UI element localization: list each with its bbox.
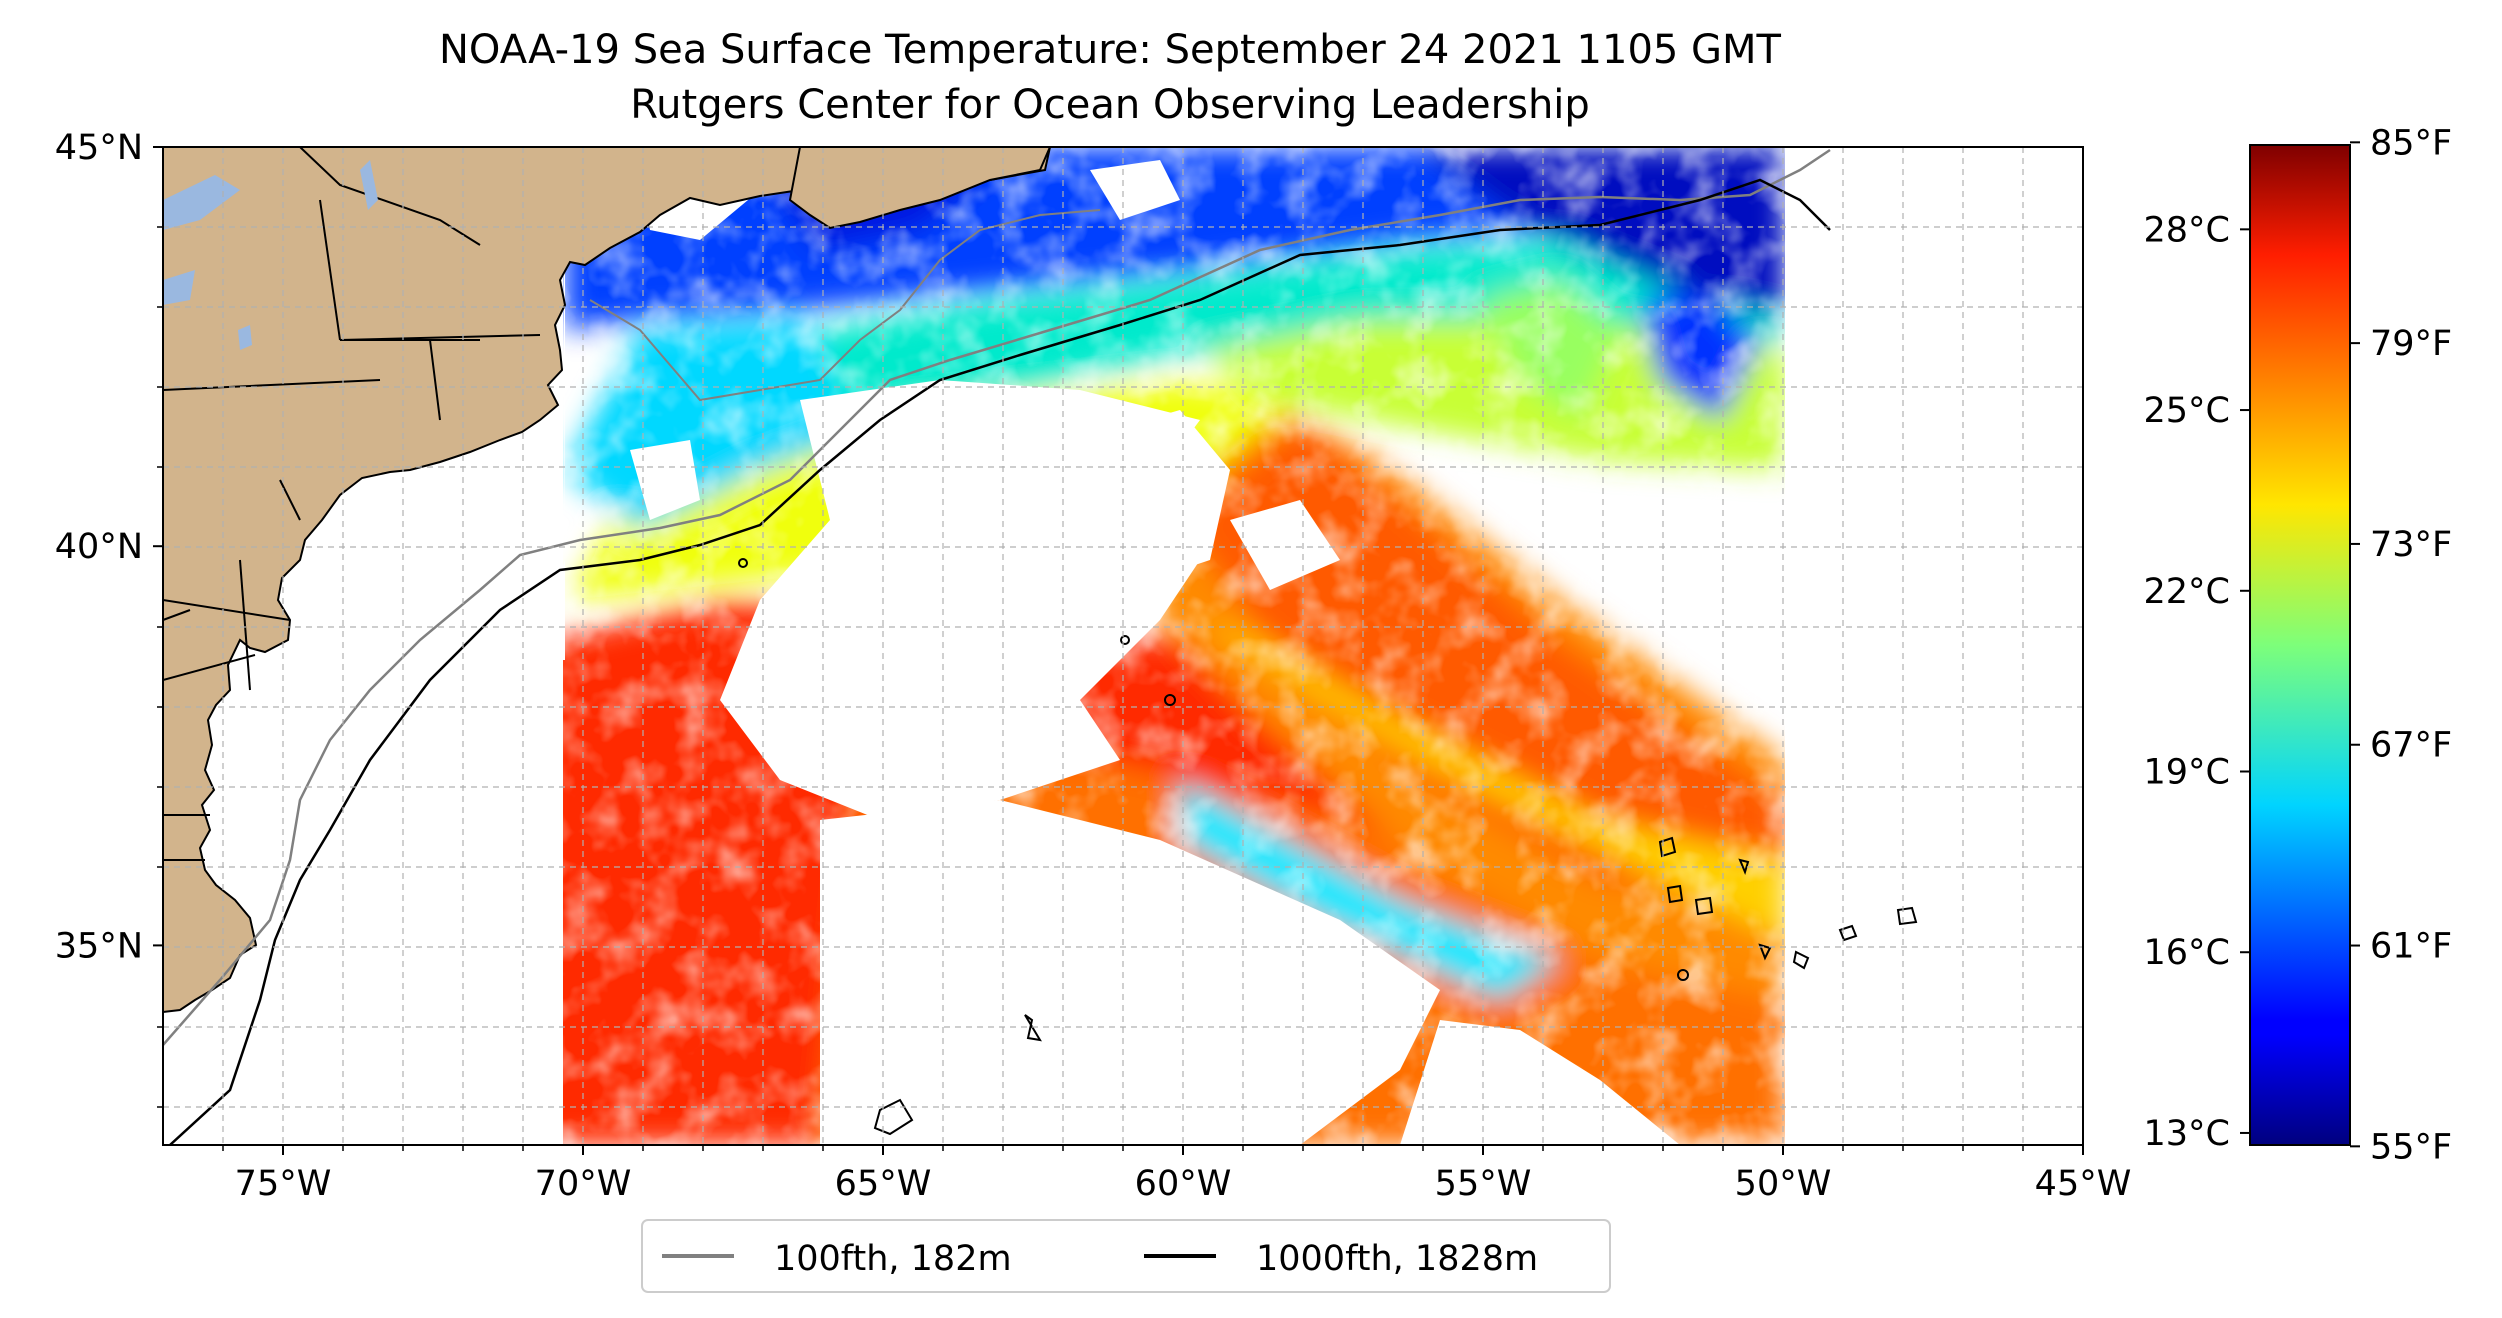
lat-tick-label: 35°N	[55, 926, 143, 966]
colorbar-fahrenheit-label: 85°F	[2370, 123, 2452, 163]
lat-tick-labels: 45°N 40°N 35°N	[55, 128, 143, 966]
colorbar-fahrenheit-label: 55°F	[2370, 1127, 2452, 1167]
lat-tick-label: 45°N	[55, 128, 143, 168]
legend-box	[641, 1219, 1611, 1293]
colorbar-celsius-label: 13°C	[2144, 1114, 2230, 1154]
bathymetry-contours	[163, 148, 1918, 1145]
lat-tick-label: 40°N	[55, 527, 143, 567]
nova-scotia	[788, 147, 1052, 230]
contour-100fth-gulf-of-maine	[589, 209, 1101, 402]
legend-label-100fth: 100fth, 182m	[774, 1239, 1012, 1279]
map-title-line1: NOAA-19 Sea Surface Temperature: Septemb…	[439, 27, 1782, 73]
colorbar-celsius-label: 16°C	[2144, 933, 2230, 973]
contour-100fth	[163, 148, 1831, 1046]
colorbar-gradient	[2249, 144, 2351, 1146]
lon-tick-label: 60°W	[1135, 1164, 1232, 1204]
land-mass	[163, 147, 1052, 1014]
seamount-contours	[738, 558, 1918, 1136]
newfoundland	[1790, 147, 1800, 350]
axis-ticks	[153, 146, 2084, 1155]
map-title-line2: Rutgers Center for Ocean Observing Leade…	[630, 82, 1590, 128]
colorbar-fahrenheit-label: 67°F	[2370, 726, 2452, 766]
colorbar: 13°C 16°C 19°C 22°C 25°C 28°C 55°F 61°F 67°F 73°…	[2144, 123, 2453, 1167]
minor-ticks	[157, 226, 2024, 1151]
legend-label-1000fth: 1000fth, 1828m	[1256, 1239, 1538, 1279]
colorbar-fahrenheit-label: 79°F	[2370, 324, 2452, 364]
lon-tick-label: 55°W	[1435, 1164, 1532, 1204]
lon-tick-labels: 75°W 70°W 65°W 60°W 55°W 50°W 45°W	[235, 1164, 2132, 1204]
lon-tick-label: 70°W	[535, 1164, 632, 1204]
colorbar-fahrenheit-label: 61°F	[2370, 927, 2452, 967]
colorbar-fahrenheit-ticks: 55°F 61°F 67°F 73°F 79°F 85°F	[2350, 123, 2452, 1167]
lon-tick-label: 75°W	[235, 1164, 332, 1204]
gridlines	[163, 147, 2083, 1145]
colorbar-celsius-label: 22°C	[2144, 572, 2230, 612]
lon-tick-label: 50°W	[1735, 1164, 1832, 1204]
colorbar-celsius-label: 19°C	[2144, 753, 2230, 793]
lon-tick-label: 45°W	[2035, 1164, 2132, 1204]
contour-legend: 100fth, 182m 1000fth, 1828m	[641, 1219, 1611, 1293]
contour-1000fth	[169, 178, 1831, 1145]
colorbar-celsius-label: 28°C	[2144, 210, 2230, 250]
colorbar-celsius-ticks: 13°C 16°C 19°C 22°C 25°C 28°C	[2144, 210, 2250, 1154]
colorbar-celsius-label: 25°C	[2144, 391, 2230, 431]
map-axes: 75°W 70°W 65°W 60°W 55°W 50°W 45°W 45°N 40°N 35°…	[55, 128, 2132, 1204]
state-borders	[163, 147, 541, 861]
lakes	[163, 160, 378, 350]
lon-tick-label: 65°W	[835, 1164, 932, 1204]
sst-data-field	[163, 147, 1785, 1145]
colorbar-fahrenheit-label: 73°F	[2370, 525, 2452, 565]
land	[163, 147, 1800, 1014]
